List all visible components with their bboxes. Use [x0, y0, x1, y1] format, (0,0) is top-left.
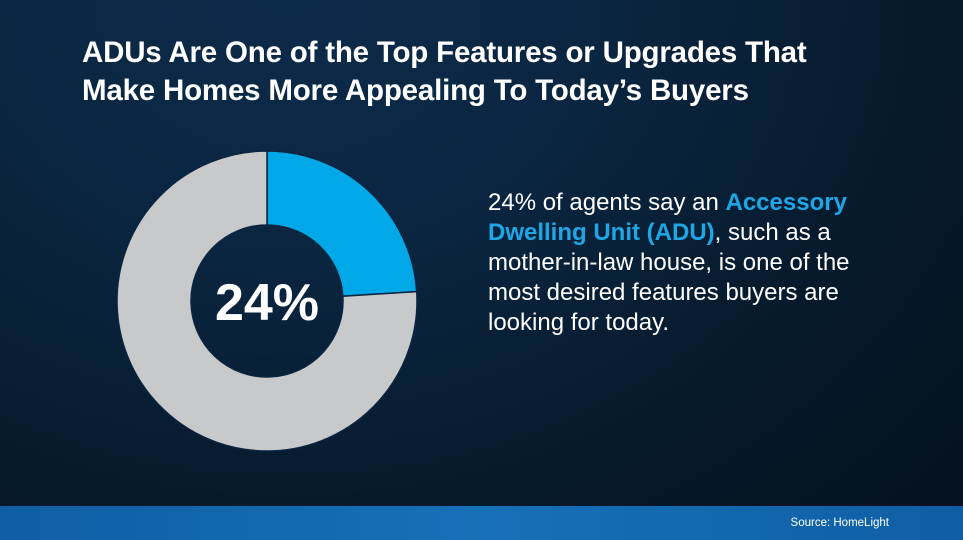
description-lead: 24% of agents say an — [488, 189, 719, 216]
footer-bar: Source: HomeLight — [0, 506, 963, 540]
source-text: Source: HomeLight — [790, 517, 889, 529]
donut-chart: 24% — [116, 150, 418, 452]
donut-slice-1 — [116, 150, 418, 452]
donut-slice-0 — [266, 150, 418, 298]
title-line-1: ADUs Are One of the Top Features or Upgr… — [82, 36, 807, 69]
donut-svg: 24% — [116, 150, 418, 452]
description: 24% of agents say an Accessory Dwelling … — [488, 188, 888, 338]
description-rest: , such as a mother-in-law house, is one … — [488, 219, 850, 336]
center-label: 24% — [215, 274, 319, 332]
description-highlight: Accessory Dwelling Unit (ADU) — [488, 189, 847, 246]
title-line-2: Make Homes More Appealing To Today’s Buy… — [82, 74, 749, 107]
slide-title: ADUs Are One of the Top Features or Upgr… — [82, 34, 942, 110]
